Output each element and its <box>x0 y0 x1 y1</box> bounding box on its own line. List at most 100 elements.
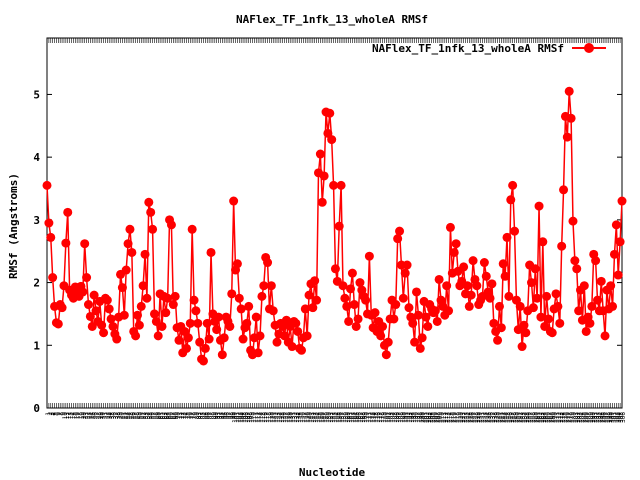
data-point <box>300 304 310 314</box>
x-tick-label: 115 <box>260 412 267 423</box>
x-tick-label: 273 <box>558 412 565 423</box>
x-tick-label: 145 <box>316 412 323 423</box>
data-point <box>528 303 538 313</box>
data-point <box>319 171 329 181</box>
x-tick-label: 241 <box>497 412 504 423</box>
x-tick-label: 1 <box>45 412 52 416</box>
x-tick-label: 126 <box>281 412 288 423</box>
data-point <box>608 301 618 311</box>
data-point <box>174 335 184 345</box>
data-point <box>481 271 491 281</box>
x-tick-label: 138 <box>303 412 310 423</box>
x-tick-label: 158 <box>341 412 348 423</box>
data-point <box>551 289 561 299</box>
x-tick-label: 304 <box>616 412 623 423</box>
x-tick-label: 18 <box>77 412 84 420</box>
data-point <box>127 247 137 257</box>
data-point <box>519 320 529 330</box>
data-point <box>302 331 312 341</box>
x-tick-label: 162 <box>349 412 356 423</box>
series-line <box>46 91 623 363</box>
data-point <box>57 303 67 313</box>
x-tick-label: 32 <box>103 412 110 420</box>
x-tick-label: 84 <box>201 412 208 420</box>
data-point <box>430 306 440 316</box>
x-tick-label: 232 <box>480 412 487 423</box>
data-point <box>412 287 422 297</box>
data-point <box>191 306 201 316</box>
x-tick-label: 167 <box>358 412 365 423</box>
x-tick-label: 298 <box>605 412 612 423</box>
x-tick-label: 299 <box>607 412 614 423</box>
x-tick-label: 159 <box>343 412 350 423</box>
x-tick-label: 98 <box>228 412 235 420</box>
x-tick-label: 97 <box>226 412 233 420</box>
x-tick-label: 33 <box>105 412 112 420</box>
x-tick-label: 231 <box>479 412 486 423</box>
x-tick-label: 111 <box>252 412 259 423</box>
x-tick-label: 251 <box>516 412 523 423</box>
data-point <box>146 207 156 217</box>
x-tick-label: 282 <box>575 412 582 423</box>
x-tick-label: 22 <box>85 412 92 420</box>
x-tick-label: 228 <box>473 412 480 423</box>
x-tick-label: 281 <box>573 412 580 423</box>
data-point <box>398 293 408 303</box>
x-tick-label: 193 <box>407 412 414 423</box>
data-point <box>214 312 224 322</box>
data-point <box>408 318 418 328</box>
x-tick-label: 161 <box>347 412 354 423</box>
x-tick-label: 62 <box>160 412 167 420</box>
data-point <box>104 304 114 314</box>
data-point <box>253 348 263 358</box>
x-tick-label: 116 <box>262 412 269 423</box>
x-tick-label: 279 <box>569 412 576 423</box>
x-tick-label: 122 <box>273 412 280 423</box>
x-tick-label: 4 <box>51 412 58 416</box>
x-tick-label: 61 <box>158 412 165 420</box>
data-point <box>413 310 423 320</box>
data-point <box>378 321 388 331</box>
x-tick-label: 117 <box>264 412 271 423</box>
x-tick-label: 242 <box>499 412 506 423</box>
x-tick-label: 263 <box>539 412 546 423</box>
data-point <box>342 301 352 311</box>
data-point <box>559 185 569 195</box>
data-point <box>555 318 565 328</box>
x-tick-label: 140 <box>307 412 314 423</box>
data-point <box>170 291 180 301</box>
data-point <box>432 316 442 326</box>
x-tick-label: 110 <box>250 412 257 423</box>
chart-title: NAFlex_TF_1nfk_13_wholeA RMSf <box>236 13 428 26</box>
x-tick-label: 57 <box>151 412 158 420</box>
x-tick-label: 34 <box>107 412 114 420</box>
x-tick-label: 21 <box>83 412 90 420</box>
x-tick-label: 67 <box>169 412 176 420</box>
x-tick-label: 235 <box>486 412 493 423</box>
x-tick-label: 244 <box>503 412 510 423</box>
x-tick-label: 130 <box>288 412 295 423</box>
x-tick-label: 166 <box>356 412 363 423</box>
data-point <box>257 291 267 301</box>
data-point <box>236 304 246 314</box>
x-tick-label: 173 <box>369 412 376 423</box>
data-point <box>263 258 273 268</box>
x-tick-label: 197 <box>415 412 422 423</box>
x-tick-label: 154 <box>333 412 340 423</box>
x-tick-label: 83 <box>200 412 207 420</box>
x-tick-label: 277 <box>565 412 572 423</box>
x-tick-label: 243 <box>501 412 508 423</box>
data-point <box>494 301 504 311</box>
x-tick-label: 146 <box>318 412 325 423</box>
data-point <box>587 301 597 311</box>
x-tick-label: 245 <box>505 412 512 423</box>
x-tick-label: 47 <box>132 412 139 420</box>
x-tick-label: 157 <box>339 412 346 423</box>
x-tick-label: 121 <box>271 412 278 423</box>
x-tick-label: 170 <box>364 412 371 423</box>
data-point <box>227 289 237 299</box>
data-point <box>451 239 461 249</box>
x-tick-label: 196 <box>413 412 420 423</box>
data-point <box>317 197 327 207</box>
x-tick-label: 78 <box>190 412 197 420</box>
